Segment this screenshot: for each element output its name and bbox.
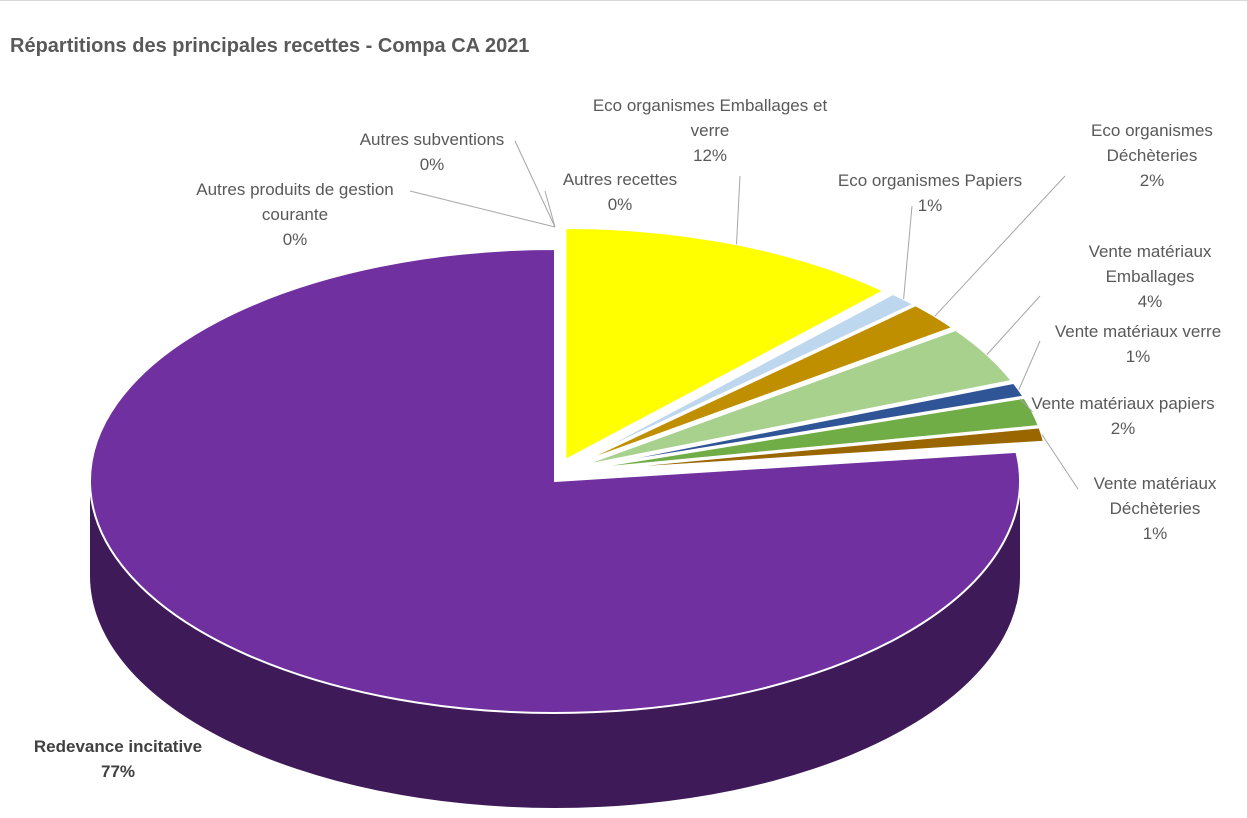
leader-line <box>1018 340 1041 390</box>
leader-line <box>986 295 1041 355</box>
data-label: Autres produits de gestion courante 0% <box>170 177 420 252</box>
value-label: 0% <box>419 155 445 174</box>
category-label: Autres produits de gestion courante <box>196 180 394 224</box>
category-label: Autres recettes <box>562 170 678 189</box>
data-label: Vente matériaux Déchèteries 1% <box>1070 471 1240 546</box>
value-label: 77% <box>100 762 136 781</box>
category-label: Eco organismes Papiers <box>837 171 1023 190</box>
data-label: Vente matériaux papiers 2% <box>1013 391 1233 441</box>
leader-line <box>544 190 556 228</box>
slice <box>579 328 1014 468</box>
value-label: 1% <box>917 196 943 215</box>
leader-line <box>903 205 913 300</box>
data-label: Autres subventions 0% <box>332 127 532 177</box>
leader-line <box>1019 398 1033 413</box>
category-label: Vente matériaux papiers <box>1031 394 1215 413</box>
value-label: 0% <box>607 195 633 214</box>
leader-line <box>409 190 556 228</box>
category-label: Autres subventions <box>359 130 505 149</box>
leader-line <box>735 175 741 245</box>
leader-line <box>1041 434 1079 490</box>
data-label: Redevance incitative 77% <box>8 734 228 784</box>
category-label: Vente matériaux Emballages <box>1088 242 1212 286</box>
data-label: Eco organismes Papiers 1% <box>815 168 1045 218</box>
category-label: Vente matériaux Déchèteries <box>1093 474 1217 518</box>
value-label: 1% <box>1125 347 1151 366</box>
leader-line <box>514 140 556 228</box>
data-label: Vente matériaux Emballages 4% <box>1065 239 1235 314</box>
chart-title: Répartitions des principales recettes - … <box>10 35 530 57</box>
category-label: Vente matériaux verre <box>1054 322 1222 341</box>
value-label: 1% <box>1142 524 1168 543</box>
value-label: 4% <box>1137 292 1163 311</box>
data-label: Autres recettes 0% <box>540 167 700 217</box>
slice <box>88 247 1021 714</box>
data-label: Vente matériaux verre 1% <box>1038 319 1238 369</box>
category-label: Eco organismes Déchèteries <box>1091 121 1213 165</box>
slice <box>574 292 917 465</box>
slice-side <box>90 481 1020 808</box>
value-label: 2% <box>1139 171 1165 190</box>
category-label: Eco organismes Emballages et verre <box>592 96 828 140</box>
value-label: 0% <box>282 230 308 249</box>
data-label: Eco organismes Déchèteries 2% <box>1067 118 1237 193</box>
value-label: 12% <box>692 146 728 165</box>
value-label: 2% <box>1110 419 1136 438</box>
category-label: Redevance incitative <box>33 737 203 756</box>
leader-line <box>934 175 1066 317</box>
data-label: Eco organismes Emballages et verre 12% <box>580 93 840 168</box>
